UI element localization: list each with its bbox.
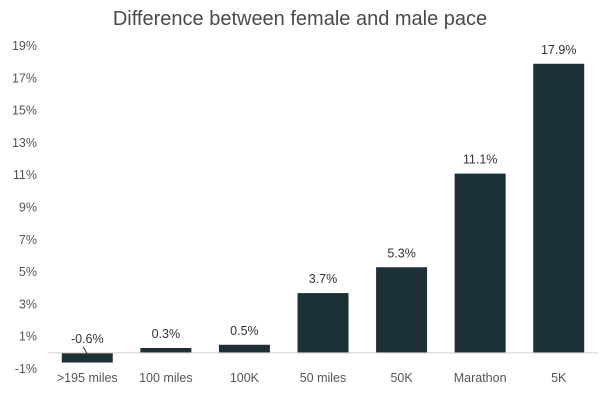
y-tick-label: -1% xyxy=(15,362,37,376)
x-tick-label: Marathon xyxy=(454,371,507,385)
x-tick-label: 50 miles xyxy=(300,371,347,385)
data-labels: -0.6% 0.3% 0.5% 3.7% 5.3% 11.1% 17.9% xyxy=(71,43,576,362)
bar xyxy=(140,348,192,353)
x-tick-label: 50K xyxy=(390,371,413,385)
data-label: 0.3% xyxy=(152,327,181,341)
x-axis-tick-labels: >195 miles 100 miles 100K 50 miles 50K Marath… xyxy=(57,371,567,385)
data-label: 3.7% xyxy=(309,272,338,286)
y-tick-label: 11% xyxy=(13,168,37,182)
data-label: 17.9% xyxy=(541,43,576,57)
x-tick-label: >195 miles xyxy=(57,371,118,385)
bar xyxy=(297,293,349,353)
y-tick-label: 5% xyxy=(19,265,37,279)
y-tick-label: 17% xyxy=(12,71,37,85)
y-tick-label: 1% xyxy=(19,330,37,344)
bar-series xyxy=(61,63,585,363)
y-tick-label: 13% xyxy=(12,136,37,150)
data-label: 0.5% xyxy=(230,324,259,338)
y-tick-label: 3% xyxy=(19,297,37,311)
y-axis-tick-labels: -1% 1% 3% 5% 7% 9% 11% 13% 15% 17% 19% xyxy=(12,39,37,376)
data-label-leader-line xyxy=(82,346,92,362)
y-tick-label: 15% xyxy=(12,104,37,118)
y-tick-label: 7% xyxy=(19,233,37,247)
data-label: -0.6% xyxy=(71,332,104,346)
x-tick-label: 100K xyxy=(230,371,260,385)
bar xyxy=(376,267,428,353)
y-tick-label: 19% xyxy=(12,39,37,53)
bar xyxy=(61,352,113,363)
x-tick-label: 5K xyxy=(551,371,567,385)
x-tick-label: 100 miles xyxy=(139,371,193,385)
bar xyxy=(218,344,270,353)
bar xyxy=(454,173,506,353)
chart-title: Difference between female and male pace xyxy=(112,8,488,30)
y-tick-label: 9% xyxy=(19,201,37,215)
bar xyxy=(533,63,585,353)
data-label: 5.3% xyxy=(387,246,416,260)
data-label: 11.1% xyxy=(463,153,498,167)
